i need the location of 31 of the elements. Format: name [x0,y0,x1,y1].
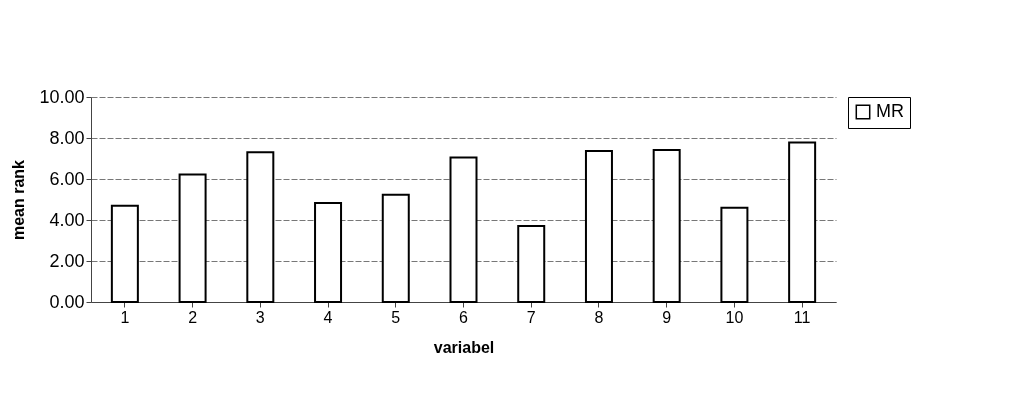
bar [449,156,478,303]
y-tick-label: 0.00 [49,291,85,312]
x-tick-label: 5 [391,308,401,326]
y-tick-label: 6.00 [49,168,85,189]
x-tick-label: 11 [793,308,811,326]
bar [178,173,207,303]
bar [788,141,817,303]
bar [110,204,139,303]
x-tick-label: 7 [526,308,536,326]
y-tick-label: 2.00 [49,250,85,271]
x-tick-label: 8 [594,308,604,326]
y-tick-label: 8.00 [49,127,85,148]
bar [517,224,546,303]
x-tick-label: 3 [255,308,265,326]
x-tick-label: 6 [459,308,469,326]
bar [314,201,343,303]
y-axis-title: mean rank [10,159,28,241]
x-tick-label: 1 [120,308,130,326]
x-tick-label: 4 [323,308,333,326]
x-tick-label: 2 [188,308,198,326]
x-tick-label: 9 [662,308,672,326]
bar [381,193,410,303]
y-tick-label: 4.00 [49,209,85,230]
x-tick-label: 10 [725,308,744,326]
bar [246,151,275,303]
bar [720,206,749,303]
x-axis-title: variabel [433,338,495,356]
bar [652,148,681,303]
y-tick-label: 10.00 [39,86,85,107]
legend-label: MR [876,101,904,121]
bar [584,150,613,303]
